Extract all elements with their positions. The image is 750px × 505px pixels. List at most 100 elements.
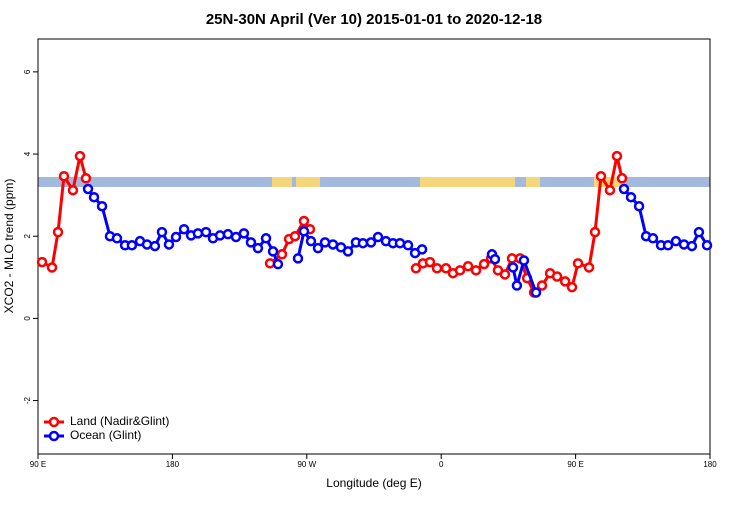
y-tick-label: 2 <box>23 233 32 238</box>
data-point <box>82 183 94 195</box>
data-point <box>96 200 108 212</box>
data-point <box>647 233 659 244</box>
data-point <box>178 223 190 235</box>
data-point <box>305 235 317 247</box>
data-point <box>625 191 637 203</box>
data-point <box>245 237 257 248</box>
data-point <box>80 173 92 184</box>
data-point <box>111 233 123 244</box>
data-point <box>559 276 571 287</box>
data-point <box>170 231 182 243</box>
data-point <box>536 280 548 291</box>
x-tick-label: 90 W <box>297 460 316 469</box>
data-point <box>633 200 645 212</box>
data-point <box>298 226 310 237</box>
x-tick-label: 180 <box>166 460 180 469</box>
data-point <box>616 173 628 184</box>
data-point <box>518 255 530 266</box>
y-tick-label: 6 <box>23 69 32 74</box>
data-point <box>662 240 674 251</box>
data-point <box>214 230 226 241</box>
x-tick-label: 90 E <box>567 460 583 469</box>
data-point <box>46 262 58 273</box>
data-point <box>252 242 264 254</box>
data-point <box>595 170 607 182</box>
data-point <box>52 226 64 238</box>
legend-label: Ocean (Glint) <box>70 428 141 442</box>
data-point <box>511 280 523 291</box>
data-point <box>583 262 595 273</box>
data-point <box>312 242 324 254</box>
data-point <box>36 256 48 268</box>
data-point <box>342 246 354 257</box>
ocean-strip <box>38 177 710 187</box>
data-point <box>604 184 616 196</box>
data-point <box>462 260 474 272</box>
data-point <box>292 253 304 264</box>
y-tick-label: 4 <box>23 151 32 156</box>
data-point <box>440 263 452 274</box>
data-point <box>289 230 301 242</box>
data-point <box>410 263 422 274</box>
data-point <box>551 271 563 282</box>
data-point <box>67 184 79 196</box>
data-point <box>357 237 369 249</box>
x-axis-label: Longitude (deg E) <box>326 476 421 490</box>
data-point <box>238 228 250 239</box>
data-point <box>200 226 212 238</box>
data-point <box>298 215 310 227</box>
data-point <box>327 239 339 250</box>
data-point <box>611 150 623 162</box>
data-point <box>272 258 284 270</box>
land-patch <box>272 177 292 187</box>
y-tick-label: -2 <box>23 396 32 404</box>
y-axis-label: XCO2 - MLO trend (ppm) <box>2 179 16 314</box>
data-point <box>507 262 519 273</box>
x-tick-label: 90 E <box>30 460 46 469</box>
data-point <box>701 240 713 251</box>
series-line <box>41 155 624 295</box>
data-point <box>670 235 682 247</box>
data-point <box>566 281 578 293</box>
land-patch <box>526 177 540 187</box>
data-point <box>88 191 100 203</box>
data-point <box>424 256 436 268</box>
land-patch <box>594 177 624 187</box>
data-point <box>478 258 490 270</box>
data-point <box>156 226 168 238</box>
data-point <box>260 233 272 244</box>
y-tick-label: 0 <box>23 316 32 321</box>
data-point <box>431 263 443 274</box>
data-point <box>454 265 466 276</box>
data-point <box>618 183 630 195</box>
legend-label: Land (Nadir&Glint) <box>70 414 169 428</box>
data-point <box>394 237 406 249</box>
data-point <box>530 287 542 298</box>
land-patch <box>296 177 320 187</box>
legend-marker <box>48 430 60 442</box>
data-point <box>402 240 414 251</box>
data-point <box>163 239 175 250</box>
chart-title: 25N-30N April (Ver 10) 2015-01-01 to 202… <box>206 11 542 28</box>
data-point <box>572 258 584 269</box>
data-point <box>149 240 161 252</box>
data-point <box>365 237 377 248</box>
data-point <box>58 170 70 182</box>
data-point <box>372 231 384 243</box>
x-tick-label: 180 <box>703 460 717 469</box>
data-point <box>276 249 288 260</box>
data-point <box>470 265 482 276</box>
legend-marker <box>48 416 60 428</box>
data-point <box>686 240 698 252</box>
data-point <box>489 253 501 265</box>
data-point <box>230 231 242 243</box>
data-point <box>416 244 428 255</box>
land-ocean-strip <box>38 177 710 187</box>
data-point <box>74 150 86 162</box>
x-tick-label: 0 <box>439 460 444 469</box>
data-point <box>126 240 138 251</box>
data-point <box>267 246 279 257</box>
data-point <box>192 228 204 239</box>
data-point <box>506 253 518 264</box>
